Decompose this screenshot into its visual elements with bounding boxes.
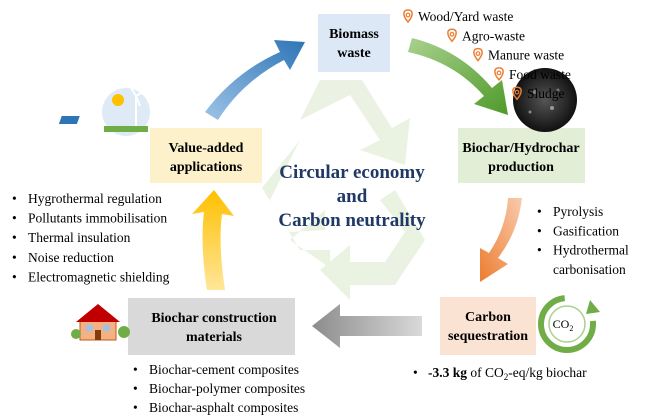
biomass-source: Wood/Yard waste	[418, 9, 513, 24]
list-item: carbonisation	[553, 262, 626, 277]
list-item: Hydrothermal	[553, 243, 629, 258]
co2-sub: 2	[569, 324, 573, 333]
location-dot	[405, 12, 411, 18]
node-label: Biomass	[329, 27, 379, 42]
house-icon	[71, 304, 130, 341]
arrow-to-biomass	[205, 40, 305, 120]
list-item: Biochar-asphalt composites	[149, 400, 298, 415]
location-dot	[496, 70, 502, 76]
list-item: Thermal insulation	[28, 230, 131, 245]
bullet: •	[12, 269, 17, 284]
arrow-to-sequestration	[480, 198, 522, 282]
biomass-box	[318, 14, 390, 72]
bullet: •	[537, 204, 542, 219]
sequestration-box	[440, 297, 536, 355]
list-item: Hygrothermal regulation	[28, 191, 162, 206]
location-icon	[473, 47, 483, 62]
biomass-source: Agro-waste	[462, 28, 525, 43]
arrow-to-applications	[192, 190, 234, 290]
bullet: •	[12, 250, 17, 265]
location-dot	[514, 89, 520, 95]
bullet: •	[133, 400, 138, 415]
sequestration-note: • -3.3 kg of CO2-eq/kg biochar	[413, 365, 587, 382]
co2-icon: CO2	[538, 295, 600, 353]
arrow-to-biochar	[408, 38, 508, 115]
node-label: Value-added	[169, 141, 244, 156]
biomass-source: Manure waste	[488, 48, 564, 63]
node-label: sequestration	[448, 329, 528, 344]
node-label: applications	[170, 160, 243, 175]
bullet: •	[413, 365, 418, 380]
construction-box	[128, 298, 295, 355]
list-item: Biochar-polymer composites	[149, 381, 305, 396]
location-icon	[403, 9, 413, 24]
biomass-list: Wood/Yard waste Agro-waste Manure waste Foo…	[403, 9, 571, 101]
biomass-source: Food waste	[509, 67, 571, 82]
bullet: •	[133, 362, 138, 377]
co2-label: CO2	[553, 317, 574, 333]
center-title: and	[337, 186, 368, 207]
list-item: Biochar-cement composites	[149, 362, 299, 377]
applications-box	[150, 128, 262, 183]
list-item: Electromagnetic shielding	[28, 269, 170, 284]
biomass-source: Sludge	[527, 86, 565, 101]
bullet: •	[12, 230, 17, 245]
composite-list: • Biochar-cement composites • Biochar-polym…	[133, 362, 305, 415]
note-sub: 2	[504, 372, 509, 382]
location-dot	[449, 31, 455, 37]
biochar-icon	[513, 68, 577, 132]
list-item: Pollutants immobilisation	[28, 211, 167, 226]
location-dot	[475, 51, 481, 56]
center-title: Carbon neutrality	[278, 210, 426, 231]
co2-text: CO	[553, 317, 570, 331]
recycle-watermark	[262, 80, 425, 300]
node-label: waste	[337, 46, 370, 61]
location-icon	[447, 28, 457, 43]
bullet: •	[12, 211, 17, 226]
bullet: •	[12, 191, 17, 206]
node-label: production	[488, 160, 554, 175]
location-icon	[494, 67, 504, 82]
list-item: Gasification	[553, 223, 619, 238]
bullet: •	[537, 243, 542, 258]
list-item: Pyrolysis	[553, 204, 603, 219]
note-text: -3.3 kg of CO2-eq/kg biochar	[428, 365, 587, 382]
node-label: materials	[186, 330, 243, 345]
location-icon	[512, 86, 522, 101]
center-title: Circular economy	[279, 162, 425, 183]
biochar-box	[458, 128, 585, 183]
list-item: Noise reduction	[28, 250, 114, 265]
node-label: Biochar/Hydrochar	[462, 141, 579, 156]
node-label: Biochar construction	[151, 311, 277, 326]
bullet: •	[133, 381, 138, 396]
arrow-to-construction	[312, 304, 422, 348]
process-list: • Pyrolysis • Gasification • Hydrothermal carb…	[537, 204, 629, 277]
note-text-a: of CO	[467, 365, 504, 380]
note-amount: -3.3 kg	[428, 365, 467, 380]
bullet: •	[537, 223, 542, 238]
note-text-b: -eq/kg biochar	[508, 365, 587, 380]
energy-icon	[58, 85, 150, 136]
node-label: Carbon	[465, 310, 511, 325]
application-list: • Hygrothermal regulation • Pollutants immo…	[12, 191, 170, 284]
